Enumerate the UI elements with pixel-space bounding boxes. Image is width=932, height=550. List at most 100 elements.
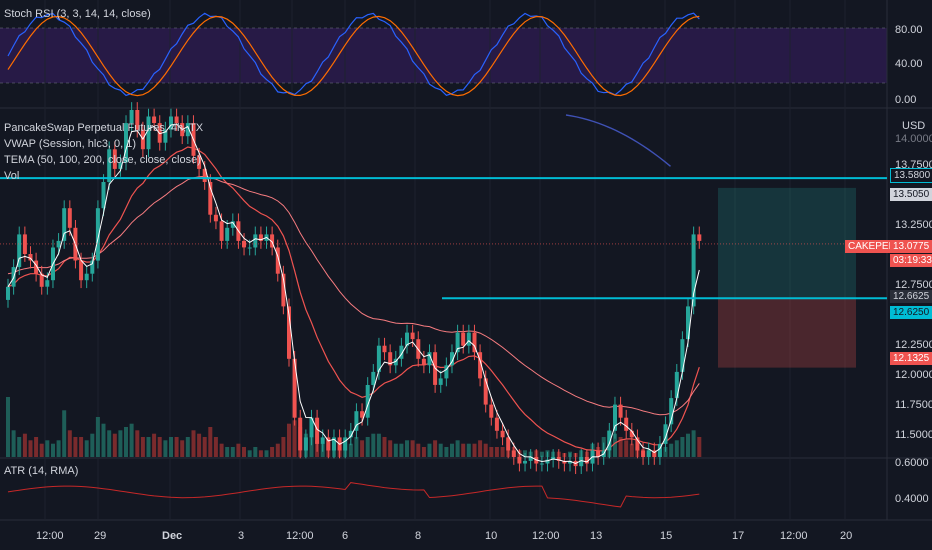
- candle-body-37: [213, 214, 218, 222]
- x-tick-dec: Dec: [162, 530, 183, 542]
- volume-bar-75: [427, 443, 432, 457]
- candle-body-109: [618, 404, 623, 418]
- candle-body-30: [174, 116, 179, 123]
- volume-bar-82: [466, 443, 471, 457]
- candle-body-100: [568, 460, 572, 464]
- candle-body-26: [152, 116, 157, 123]
- volume-bar-76: [433, 440, 438, 457]
- candle-body-49: [281, 273, 286, 307]
- volume-bar-77: [438, 443, 443, 457]
- candle-body-48: [275, 247, 280, 274]
- candle-body-90: [511, 450, 516, 457]
- candle-body-3: [22, 234, 27, 254]
- candle-body-39: [225, 227, 230, 241]
- candle-body-116: [657, 443, 662, 457]
- candle-body-20: [118, 162, 123, 169]
- candle-body-19: [112, 149, 117, 169]
- stoch-tick-80: 80.00: [895, 24, 923, 36]
- candle-body-62: [354, 411, 359, 431]
- volume-bar-20: [118, 430, 123, 457]
- candle-body-98: [556, 457, 561, 461]
- candle-body-68: [388, 352, 393, 366]
- candle-body-122: [691, 234, 696, 307]
- candle-body-36: [208, 182, 213, 215]
- candle-body-93: [528, 457, 533, 461]
- candle-body-112: [635, 437, 640, 451]
- volume-bar-40: [230, 447, 235, 457]
- x-tick-6: 6: [342, 530, 349, 542]
- stoch-tick-0: 0.00: [895, 94, 917, 106]
- candle-body-64: [365, 385, 370, 418]
- volume-bar-111: [629, 443, 634, 457]
- x-tick-13: 13: [590, 530, 603, 542]
- candle-body-56: [320, 437, 325, 444]
- candle-body-25: [146, 116, 151, 150]
- level-tag-1262: 12.6250: [890, 306, 932, 319]
- candle-body-82: [466, 332, 471, 346]
- volume-bar-65: [371, 433, 376, 457]
- volume-bar-27: [157, 437, 162, 457]
- candle-body-71: [405, 332, 409, 346]
- volume-bar-88: [500, 447, 505, 457]
- volume-bar-34: [197, 433, 202, 457]
- candle-body-95: [539, 463, 544, 465]
- candle-body-88: [500, 430, 505, 438]
- volume-bar-51: [292, 420, 297, 457]
- candle-body-45: [258, 234, 263, 241]
- volume-bar-43: [247, 450, 252, 457]
- volume-bar-74: [421, 447, 426, 457]
- price-tick-1225: 12.2500: [895, 339, 932, 351]
- level-tag-1350: 13.5050: [890, 188, 932, 201]
- candle-body-84: [478, 352, 483, 379]
- volume-bar-62: [354, 437, 359, 457]
- volume-bar-45: [258, 450, 263, 457]
- candle-body-58: [332, 437, 336, 451]
- volume-bar-79: [450, 443, 454, 457]
- candle-body-79: [450, 352, 454, 366]
- volume-bar-8: [51, 443, 55, 457]
- candle-body-38: [219, 221, 224, 241]
- candle-body-102: [579, 457, 584, 467]
- candle-body-35: [202, 168, 207, 182]
- volume-bar-66: [376, 433, 381, 457]
- candle-body-23: [135, 110, 140, 130]
- volume-bar-120: [680, 437, 685, 457]
- volume-bar-12: [73, 437, 78, 457]
- volume-bar-78: [444, 447, 449, 457]
- stoch-d-line: [7, 15, 700, 97]
- candle-body-14: [84, 273, 89, 281]
- vol-legend: Vol: [4, 170, 20, 182]
- candle-body-6: [39, 273, 44, 287]
- volume-bar-108: [613, 433, 617, 457]
- volume-bar-16: [95, 417, 100, 457]
- volume-bar-117: [663, 447, 668, 457]
- volume-bar-26: [152, 433, 157, 457]
- stop-tag: 12.1325: [890, 352, 932, 365]
- volume-bar-118: [669, 443, 674, 457]
- volume-bar-5: [34, 437, 39, 457]
- volume-bar-39: [225, 447, 230, 457]
- candle-body-50: [287, 306, 291, 359]
- candle-body-43: [247, 247, 252, 249]
- candle-body-65: [371, 371, 376, 385]
- candle-body-87: [494, 417, 499, 431]
- x-tick-1200c: 12:00: [532, 530, 560, 542]
- volume-bar-83: [472, 443, 477, 457]
- price-tick-115: 11.5000: [895, 429, 932, 441]
- atr-tick-06: 0.6000: [895, 457, 929, 469]
- volume-bar-14: [84, 440, 89, 457]
- volume-bar-72: [410, 440, 415, 457]
- volume-bar-31: [180, 440, 185, 457]
- entry-tag: 12.6625: [890, 290, 932, 303]
- volume-bar-44: [253, 447, 258, 457]
- candle-body-32: [185, 123, 190, 137]
- volume-bar-41: [236, 443, 241, 457]
- volume-bar-32: [185, 437, 190, 457]
- position-stop-zone: [718, 298, 856, 368]
- candle-body-89: [506, 437, 511, 451]
- candle-body-67: [382, 345, 387, 353]
- candle-body-83: [472, 332, 477, 353]
- candle-body-54: [309, 417, 314, 438]
- volume-bar-95: [539, 451, 544, 457]
